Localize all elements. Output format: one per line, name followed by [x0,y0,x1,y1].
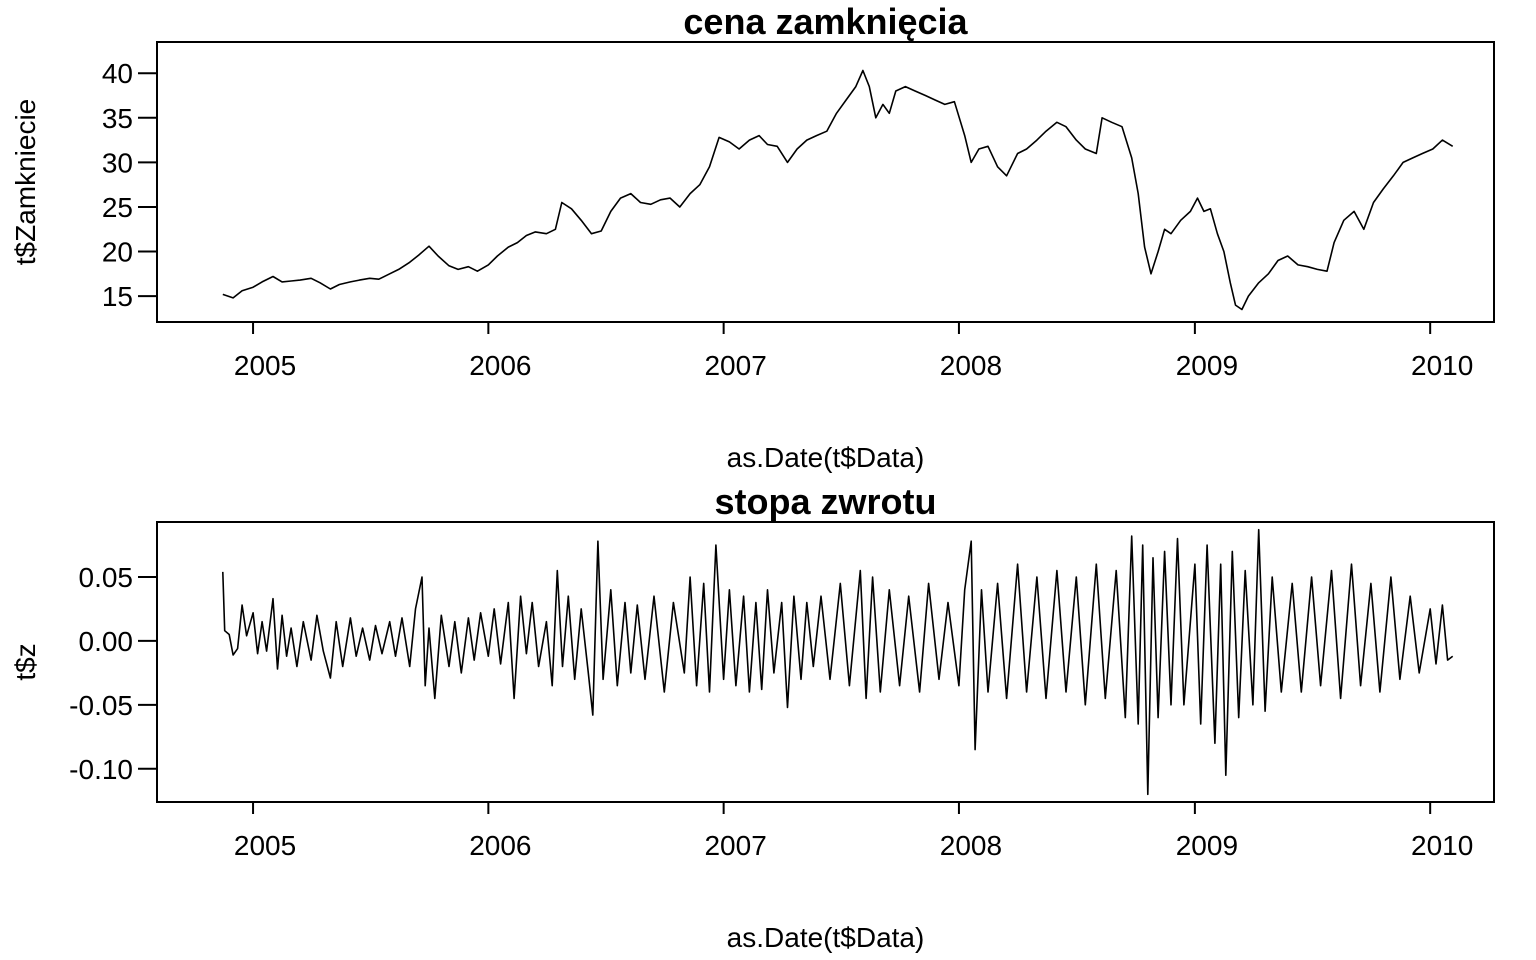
plot-frame [156,521,1495,803]
x-tick-label: 2008 [940,830,1002,861]
x-tick-label: 2007 [704,350,766,381]
x-tick-label: 2007 [704,830,766,861]
y-tick-label: 0.00 [79,626,134,657]
y-tick-label: 30 [102,147,133,178]
y-tick-label: 0.05 [79,562,134,593]
y-tick-label: 20 [102,237,133,268]
x-axis-label: as.Date(t$Data) [727,442,925,473]
series-line [222,69,1454,311]
x-tick-label: 2005 [234,350,296,381]
x-tick-label: 2009 [1176,830,1238,861]
x-axis: 2005 2006 2007 2008 2009 2010 [234,322,1473,381]
series-line [222,528,1454,796]
x-axis-label: as.Date(t$Data) [727,922,925,953]
y-tick-label: -0.10 [69,754,133,785]
chart-close-price: cena zamknięcia 2005 2006 2007 2008 2009 2010… [10,1,1495,473]
y-axis: 15 20 25 30 35 40 [102,58,157,312]
x-tick-label: 2005 [234,830,296,861]
x-tick-label: 2006 [469,830,531,861]
x-tick-label: 2010 [1411,350,1473,381]
y-axis-label: t$z [10,643,41,680]
x-tick-label: 2009 [1176,350,1238,381]
y-tick-label: -0.05 [69,690,133,721]
plot-frame [156,41,1495,323]
y-axis: -0.10 -0.05 0.00 0.05 [69,562,157,785]
x-axis: 2005 2006 2007 2008 2009 2010 [234,802,1473,861]
x-tick-label: 2010 [1411,830,1473,861]
chart-return-rate: stopa zwrotu 2005 2006 2007 2008 2009 2010 -0… [10,481,1495,953]
x-tick-label: 2006 [469,350,531,381]
chart-title: cena zamknięcia [683,1,968,42]
y-tick-label: 35 [102,103,133,134]
y-tick-label: 15 [102,281,133,312]
y-tick-label: 25 [102,192,133,223]
y-tick-label: 40 [102,58,133,89]
x-tick-label: 2008 [940,350,1002,381]
chart-title: stopa zwrotu [715,481,937,522]
y-axis-label: t$Zamkniecie [10,99,41,266]
